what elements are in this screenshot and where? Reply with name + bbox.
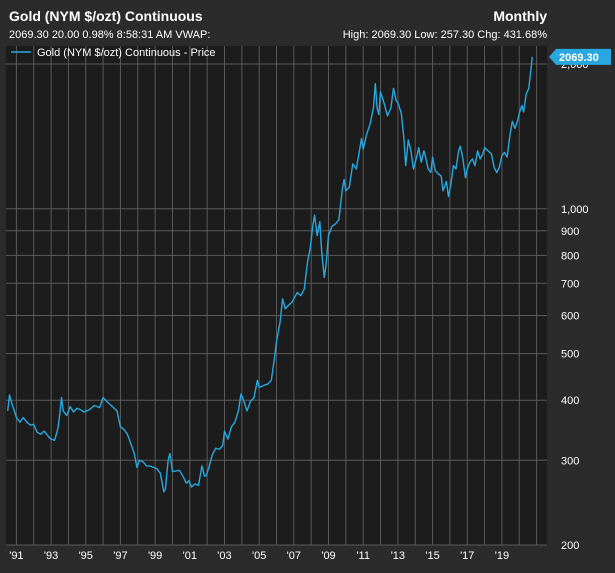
y-tick-label: 200: [561, 540, 579, 552]
x-tick-label: '95: [79, 550, 93, 562]
quote-line: 2069.30 20.00 0.98% 8:58:31 AM VWAP:: [9, 29, 210, 41]
x-tick-label: '03: [217, 550, 231, 562]
y-tick-label: 800: [561, 250, 579, 262]
y-tick-label: 1,000: [561, 204, 589, 216]
x-tick-label: '91: [9, 550, 23, 562]
legend-label: Gold (NYM $/ozt) Continuous - Price: [37, 47, 216, 59]
x-tick-label: '19: [495, 550, 509, 562]
chart-title: Gold (NYM $/ozt) Continuous: [9, 8, 203, 24]
y-tick-label: 500: [561, 349, 579, 361]
price-tag-value: 2069.30: [559, 52, 599, 64]
x-tick-label: '93: [44, 550, 58, 562]
y-tick-label: 300: [561, 455, 579, 467]
last-price-tag: 2069.30: [549, 48, 611, 65]
x-tick-label: '15: [425, 550, 439, 562]
x-tick-label: '01: [183, 550, 197, 562]
x-tick-label: '05: [252, 550, 266, 562]
x-tick-label: '97: [113, 550, 127, 562]
y-tick-label: 400: [561, 395, 579, 407]
x-tick-label: '13: [391, 550, 405, 562]
y-tick-label: 900: [561, 226, 579, 238]
y-tick-label: 600: [561, 311, 579, 323]
x-tick-label: '09: [321, 550, 335, 562]
price-series-line: [7, 56, 533, 493]
x-tick-label: '99: [148, 550, 162, 562]
x-tick-label: '11: [356, 550, 370, 562]
y-tick-label: 700: [561, 278, 579, 290]
grid: [6, 46, 547, 546]
stats-line: High: 2069.30 Low: 257.30 Chg: 431.68%: [343, 29, 547, 41]
legend: Gold (NYM $/ozt) Continuous - Price: [11, 47, 216, 59]
x-tick-label: '17: [460, 550, 474, 562]
period-label: Monthly: [493, 8, 547, 24]
x-axis: '91 '93 '95 '97 '99 '01 '03 '05 '07 '09 '11 '13 '15 '…: [9, 550, 509, 562]
price-tag-box: [549, 48, 611, 65]
x-tick-label: '07: [287, 550, 301, 562]
